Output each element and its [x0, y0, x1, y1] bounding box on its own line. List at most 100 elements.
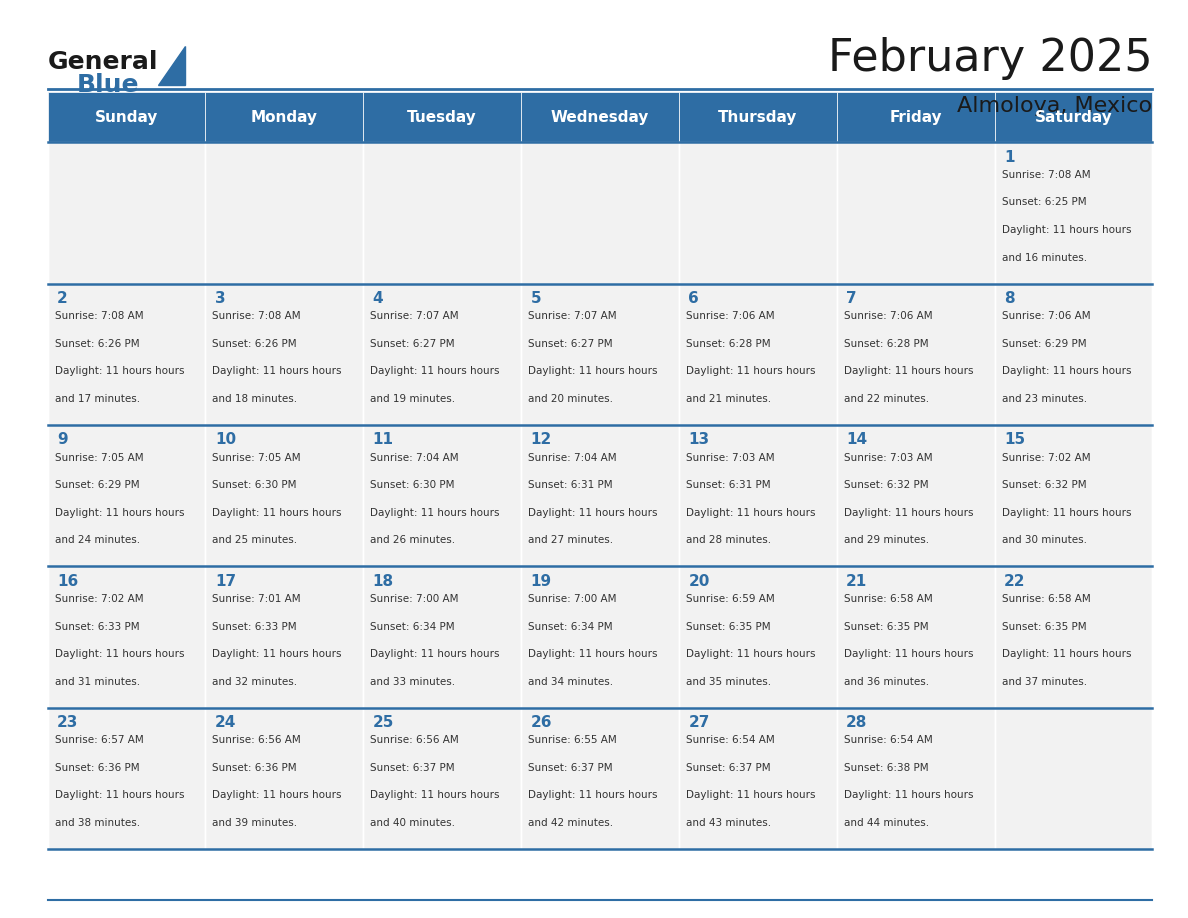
- Text: Sunrise: 7:08 AM: Sunrise: 7:08 AM: [213, 311, 301, 321]
- Text: 12: 12: [531, 432, 551, 447]
- Text: Tuesday: Tuesday: [407, 109, 476, 125]
- FancyBboxPatch shape: [994, 142, 1152, 284]
- Text: Sunset: 6:27 PM: Sunset: 6:27 PM: [371, 339, 455, 349]
- Text: Daylight: 11 hours hours: Daylight: 11 hours hours: [843, 790, 973, 800]
- Text: Sunrise: 6:59 AM: Sunrise: 6:59 AM: [685, 594, 775, 604]
- Text: Sunrise: 6:57 AM: Sunrise: 6:57 AM: [55, 735, 144, 745]
- Text: Daylight: 11 hours hours: Daylight: 11 hours hours: [55, 649, 184, 659]
- Text: Blue: Blue: [77, 73, 140, 97]
- Text: Sunrise: 7:04 AM: Sunrise: 7:04 AM: [529, 453, 617, 463]
- Text: Daylight: 11 hours hours: Daylight: 11 hours hours: [685, 649, 815, 659]
- FancyBboxPatch shape: [678, 92, 836, 142]
- Text: Saturday: Saturday: [1035, 109, 1112, 125]
- Text: and 35 minutes.: and 35 minutes.: [685, 677, 771, 687]
- Text: Daylight: 11 hours hours: Daylight: 11 hours hours: [371, 508, 500, 518]
- FancyBboxPatch shape: [364, 425, 522, 566]
- Text: Sunset: 6:37 PM: Sunset: 6:37 PM: [685, 763, 771, 773]
- Text: 2: 2: [57, 291, 68, 306]
- Text: Sunset: 6:33 PM: Sunset: 6:33 PM: [55, 621, 139, 632]
- Text: 21: 21: [846, 574, 867, 588]
- FancyBboxPatch shape: [206, 708, 364, 849]
- Text: Sunset: 6:31 PM: Sunset: 6:31 PM: [529, 480, 613, 490]
- Text: Daylight: 11 hours hours: Daylight: 11 hours hours: [213, 366, 342, 376]
- Text: Daylight: 11 hours hours: Daylight: 11 hours hours: [529, 790, 658, 800]
- Text: Sunset: 6:34 PM: Sunset: 6:34 PM: [529, 621, 613, 632]
- Text: 22: 22: [1004, 574, 1025, 588]
- Text: Sunrise: 7:03 AM: Sunrise: 7:03 AM: [685, 453, 775, 463]
- FancyBboxPatch shape: [206, 425, 364, 566]
- Text: Sunday: Sunday: [95, 109, 158, 125]
- Text: and 22 minutes.: and 22 minutes.: [843, 394, 929, 404]
- Text: Sunrise: 7:07 AM: Sunrise: 7:07 AM: [371, 311, 459, 321]
- Text: Daylight: 11 hours hours: Daylight: 11 hours hours: [1001, 366, 1131, 376]
- FancyBboxPatch shape: [522, 566, 678, 708]
- FancyBboxPatch shape: [994, 425, 1152, 566]
- Text: Daylight: 11 hours hours: Daylight: 11 hours hours: [843, 508, 973, 518]
- FancyBboxPatch shape: [678, 284, 836, 425]
- Text: 19: 19: [531, 574, 551, 588]
- Text: Sunrise: 7:01 AM: Sunrise: 7:01 AM: [213, 594, 301, 604]
- Text: 4: 4: [373, 291, 384, 306]
- Text: Sunrise: 7:00 AM: Sunrise: 7:00 AM: [371, 594, 459, 604]
- Text: Sunrise: 6:54 AM: Sunrise: 6:54 AM: [685, 735, 775, 745]
- Text: 24: 24: [215, 715, 236, 730]
- Text: Sunset: 6:35 PM: Sunset: 6:35 PM: [685, 621, 771, 632]
- Text: 1: 1: [1004, 150, 1015, 164]
- Text: Sunrise: 7:08 AM: Sunrise: 7:08 AM: [55, 311, 144, 321]
- FancyBboxPatch shape: [48, 566, 206, 708]
- Text: and 36 minutes.: and 36 minutes.: [843, 677, 929, 687]
- Text: and 18 minutes.: and 18 minutes.: [213, 394, 298, 404]
- FancyBboxPatch shape: [206, 566, 364, 708]
- Text: 17: 17: [215, 574, 236, 588]
- Text: Daylight: 11 hours hours: Daylight: 11 hours hours: [213, 790, 342, 800]
- FancyBboxPatch shape: [522, 92, 678, 142]
- Text: and 19 minutes.: and 19 minutes.: [371, 394, 455, 404]
- Text: Sunset: 6:30 PM: Sunset: 6:30 PM: [371, 480, 455, 490]
- Text: Sunrise: 7:02 AM: Sunrise: 7:02 AM: [55, 594, 144, 604]
- Text: and 34 minutes.: and 34 minutes.: [529, 677, 613, 687]
- Text: 14: 14: [846, 432, 867, 447]
- Text: 20: 20: [688, 574, 709, 588]
- Text: Sunset: 6:26 PM: Sunset: 6:26 PM: [213, 339, 297, 349]
- Text: Friday: Friday: [890, 109, 942, 125]
- Text: Daylight: 11 hours hours: Daylight: 11 hours hours: [55, 366, 184, 376]
- Text: and 43 minutes.: and 43 minutes.: [685, 818, 771, 828]
- Text: Daylight: 11 hours hours: Daylight: 11 hours hours: [529, 366, 658, 376]
- FancyBboxPatch shape: [364, 566, 522, 708]
- Text: and 26 minutes.: and 26 minutes.: [371, 535, 455, 545]
- FancyBboxPatch shape: [678, 142, 836, 284]
- FancyBboxPatch shape: [364, 92, 522, 142]
- Text: Sunset: 6:30 PM: Sunset: 6:30 PM: [213, 480, 297, 490]
- Text: Sunset: 6:33 PM: Sunset: 6:33 PM: [213, 621, 297, 632]
- Text: and 32 minutes.: and 32 minutes.: [213, 677, 298, 687]
- Text: Daylight: 11 hours hours: Daylight: 11 hours hours: [1001, 225, 1131, 235]
- Text: 25: 25: [373, 715, 394, 730]
- FancyBboxPatch shape: [522, 142, 678, 284]
- Text: 3: 3: [215, 291, 226, 306]
- Text: Sunrise: 7:07 AM: Sunrise: 7:07 AM: [529, 311, 617, 321]
- Text: Daylight: 11 hours hours: Daylight: 11 hours hours: [529, 508, 658, 518]
- Text: Sunset: 6:29 PM: Sunset: 6:29 PM: [55, 480, 139, 490]
- Text: Sunset: 6:36 PM: Sunset: 6:36 PM: [55, 763, 139, 773]
- Text: Wednesday: Wednesday: [551, 109, 649, 125]
- Text: Sunrise: 7:05 AM: Sunrise: 7:05 AM: [55, 453, 144, 463]
- FancyBboxPatch shape: [836, 708, 994, 849]
- Text: Sunrise: 7:04 AM: Sunrise: 7:04 AM: [371, 453, 459, 463]
- FancyBboxPatch shape: [206, 142, 364, 284]
- FancyBboxPatch shape: [994, 284, 1152, 425]
- Text: Daylight: 11 hours hours: Daylight: 11 hours hours: [55, 790, 184, 800]
- Text: Daylight: 11 hours hours: Daylight: 11 hours hours: [843, 366, 973, 376]
- FancyBboxPatch shape: [994, 708, 1152, 849]
- Text: and 17 minutes.: and 17 minutes.: [55, 394, 140, 404]
- FancyBboxPatch shape: [522, 425, 678, 566]
- Text: Sunrise: 7:05 AM: Sunrise: 7:05 AM: [213, 453, 301, 463]
- Text: Sunset: 6:37 PM: Sunset: 6:37 PM: [371, 763, 455, 773]
- FancyBboxPatch shape: [206, 92, 364, 142]
- Text: Sunset: 6:27 PM: Sunset: 6:27 PM: [529, 339, 613, 349]
- Text: Sunset: 6:34 PM: Sunset: 6:34 PM: [371, 621, 455, 632]
- FancyBboxPatch shape: [364, 142, 522, 284]
- Text: Sunrise: 7:02 AM: Sunrise: 7:02 AM: [1001, 453, 1091, 463]
- Text: 16: 16: [57, 574, 78, 588]
- Text: and 31 minutes.: and 31 minutes.: [55, 677, 140, 687]
- FancyBboxPatch shape: [678, 425, 836, 566]
